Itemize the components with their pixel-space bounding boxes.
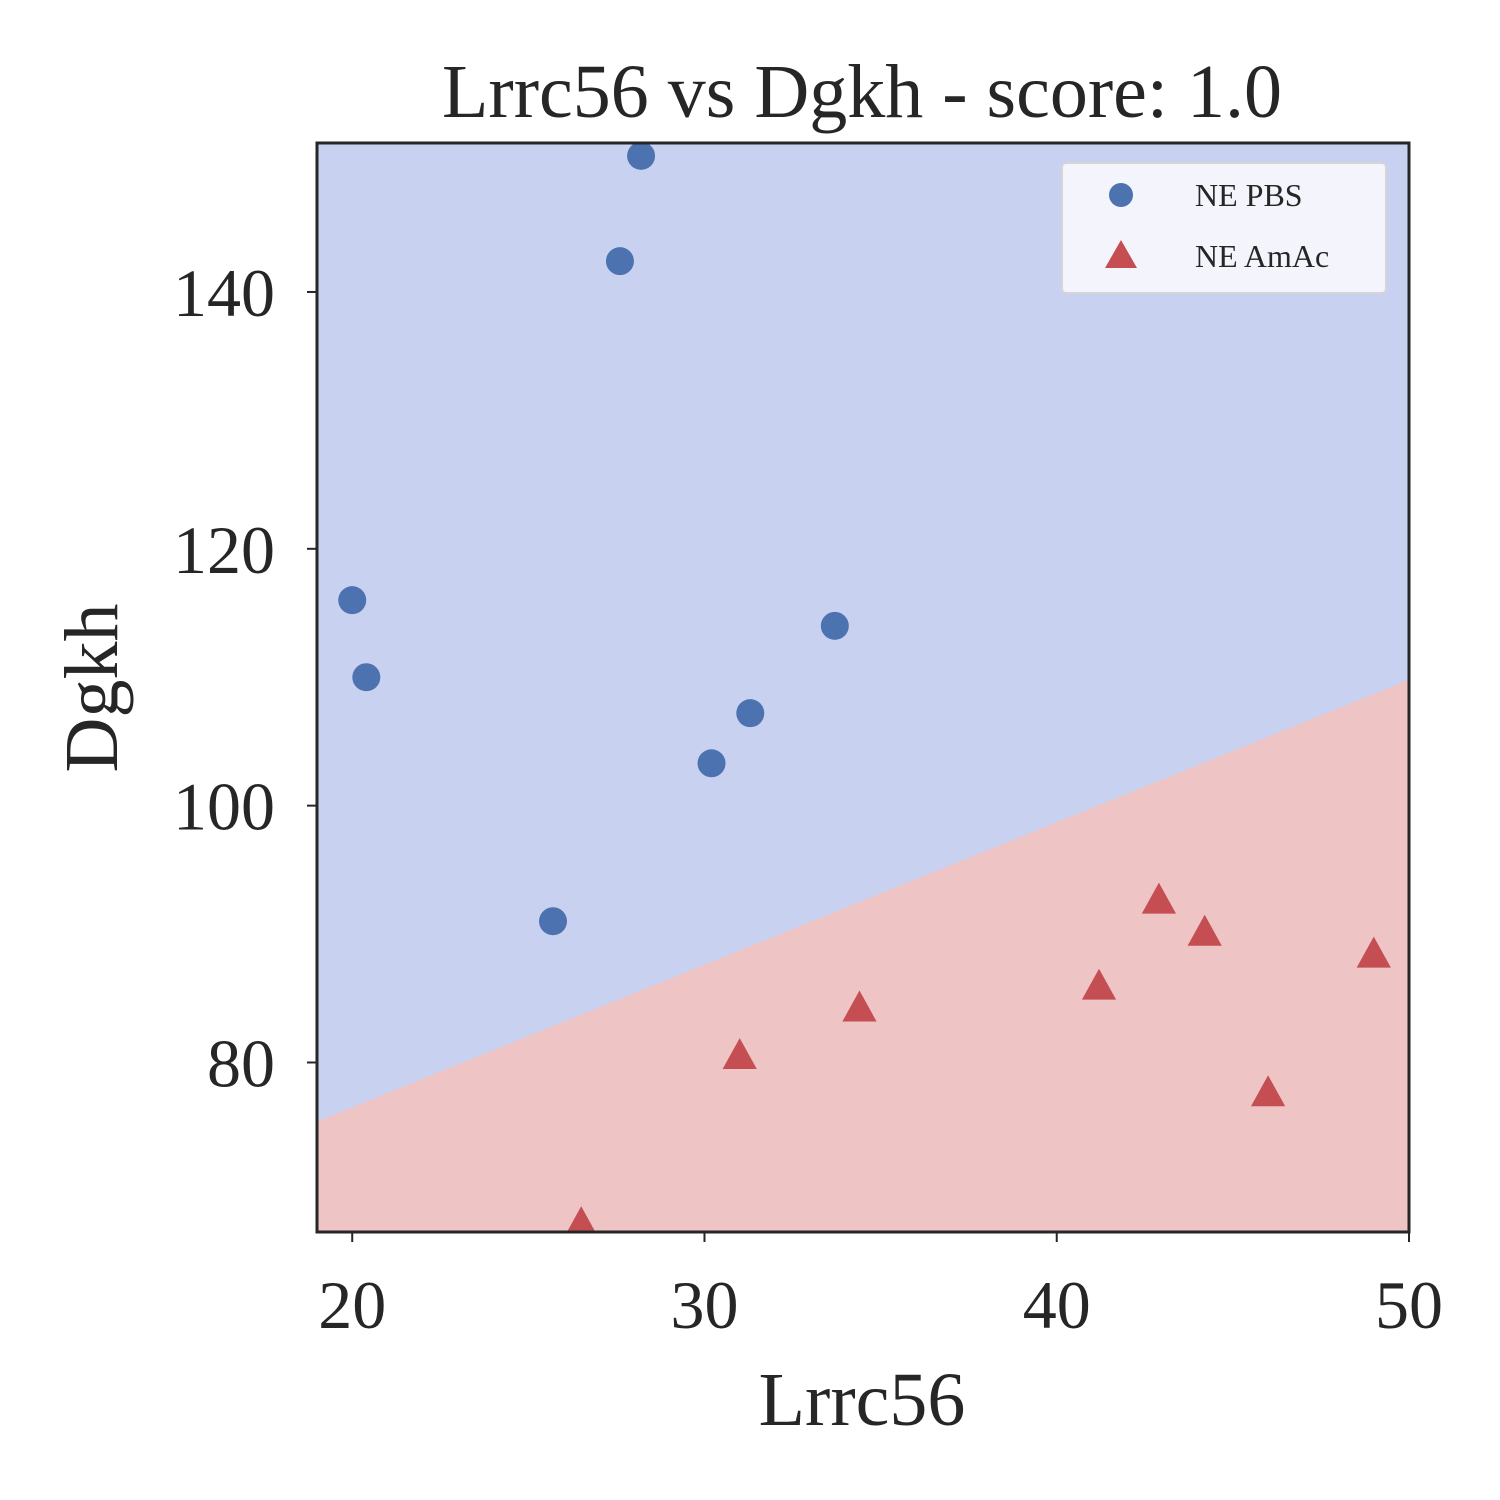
point-ne-amac <box>1187 914 1222 946</box>
legend-label-ne-pbs: NE PBS <box>1195 177 1303 213</box>
x-tick-label: 50 <box>1375 1267 1443 1343</box>
legend-marker-ne-pbs <box>1109 183 1133 207</box>
y-tick-label: 100 <box>173 769 275 845</box>
x-axis-ticks: 20 30 40 50 <box>318 1232 1443 1343</box>
x-tick-label: 20 <box>318 1267 386 1343</box>
legend-label-ne-amac: NE AmAc <box>1195 238 1329 274</box>
y-tick-label: 80 <box>207 1025 275 1101</box>
point-ne-pbs <box>539 907 568 936</box>
y-tick-label: 120 <box>173 512 275 588</box>
point-ne-pbs <box>736 699 765 728</box>
legend-box <box>1061 162 1387 294</box>
point-ne-amac <box>566 1206 596 1232</box>
data-points <box>338 143 1391 1232</box>
y-tick-label: 140 <box>173 255 275 331</box>
x-tick-label: 30 <box>670 1267 738 1343</box>
point-ne-amac <box>722 1038 757 1070</box>
point-ne-amac <box>1081 968 1117 1000</box>
legend: NE PBS NE AmAc <box>1061 162 1387 294</box>
plot-frame <box>315 141 1411 1234</box>
x-axis-label: Lrrc56 <box>759 1358 966 1442</box>
point-ne-pbs <box>820 611 849 640</box>
chart-title: Lrrc56 vs Dgkh - score: 1.0 <box>442 50 1282 134</box>
y-axis-ticks: 80 100 120 140 <box>173 255 317 1101</box>
region-below <box>317 679 1409 1232</box>
point-ne-pbs <box>627 143 656 170</box>
legend-marker-ne-amac <box>1105 240 1137 268</box>
y-axis-label: Dgkh <box>50 604 134 773</box>
point-ne-amac <box>1356 936 1391 968</box>
point-ne-pbs <box>352 663 381 692</box>
point-ne-amac <box>1141 882 1176 914</box>
point-ne-amac <box>1250 1075 1286 1107</box>
point-ne-pbs <box>338 586 367 615</box>
point-ne-pbs <box>697 749 726 778</box>
point-ne-pbs <box>605 247 634 276</box>
point-ne-amac <box>842 990 877 1022</box>
x-tick-label: 40 <box>1023 1267 1091 1343</box>
